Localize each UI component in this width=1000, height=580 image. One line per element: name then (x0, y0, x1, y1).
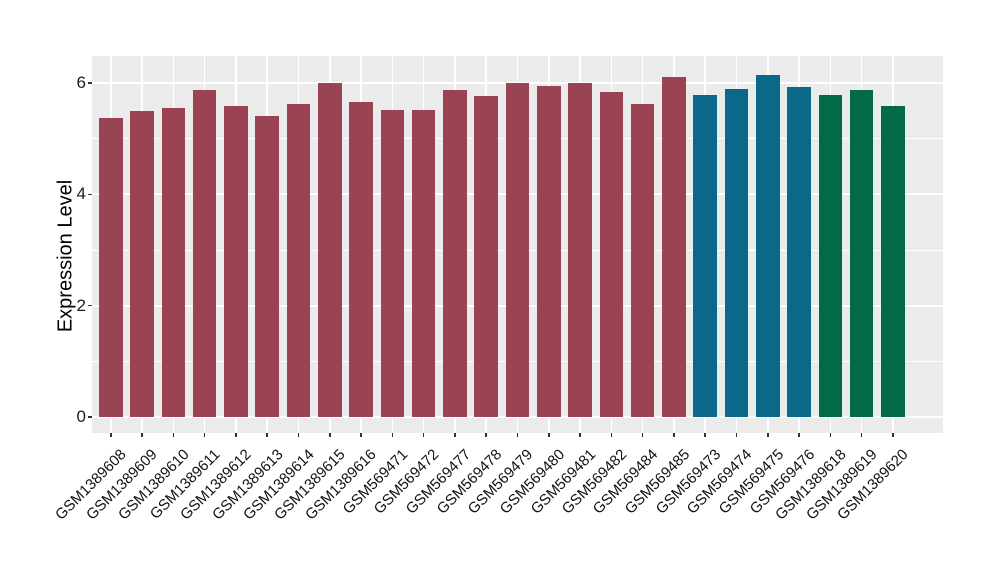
y-tick-label: 2 (76, 295, 86, 315)
y-tick-mark (88, 193, 92, 196)
x-tick-mark (266, 433, 268, 437)
bar (599, 91, 624, 417)
x-tick-mark (360, 433, 362, 437)
bar (411, 109, 436, 417)
bar (474, 95, 498, 417)
x-tick-mark (297, 433, 300, 437)
x-tick-mark (735, 433, 738, 437)
y-tick-mark (88, 416, 92, 418)
bar (787, 86, 811, 417)
bar (724, 88, 749, 417)
y-tick-label: 4 (76, 184, 86, 204)
bar (161, 108, 186, 417)
x-tick-mark (110, 433, 112, 437)
x-tick-mark (579, 433, 581, 437)
bar (443, 90, 467, 417)
bar (756, 74, 780, 417)
bar (99, 118, 123, 417)
bar (818, 95, 843, 417)
bar (224, 106, 248, 417)
x-tick-mark (673, 433, 675, 437)
x-tick-mark (422, 433, 425, 437)
y-tick-label: 6 (76, 72, 86, 92)
bar (568, 82, 592, 417)
y-tick-label: 0 (76, 407, 86, 426)
x-tick-mark (329, 433, 331, 437)
x-tick-mark (235, 433, 237, 437)
x-tick-mark (860, 433, 863, 437)
bar (349, 101, 373, 417)
bar (130, 111, 154, 417)
x-tick-mark (767, 433, 769, 437)
y-tick-mark (88, 82, 92, 84)
bar (380, 109, 405, 417)
x-tick-mark (141, 433, 143, 437)
x-tick-mark (610, 433, 613, 437)
x-tick-mark (798, 433, 800, 437)
x-tick-mark (704, 433, 706, 437)
bar (255, 116, 279, 417)
bar (693, 95, 717, 417)
bar (318, 82, 342, 417)
x-tick-mark (485, 433, 487, 437)
x-tick-mark (516, 433, 519, 437)
x-tick-mark (829, 433, 832, 437)
bar (662, 77, 686, 417)
x-tick-mark (892, 433, 894, 437)
x-tick-mark (203, 433, 206, 437)
bar (286, 103, 311, 417)
bar (849, 90, 874, 417)
x-tick-mark (641, 433, 644, 437)
y-tick-mark (88, 304, 92, 307)
bar (537, 86, 561, 417)
x-tick-mark (454, 433, 456, 437)
bar (192, 90, 217, 417)
x-tick-mark (172, 433, 175, 437)
bar (881, 106, 905, 417)
bar (630, 104, 655, 417)
plot-panel (92, 56, 943, 433)
bar (505, 82, 530, 417)
x-tick-mark (391, 433, 394, 437)
x-tick-mark (548, 433, 550, 437)
